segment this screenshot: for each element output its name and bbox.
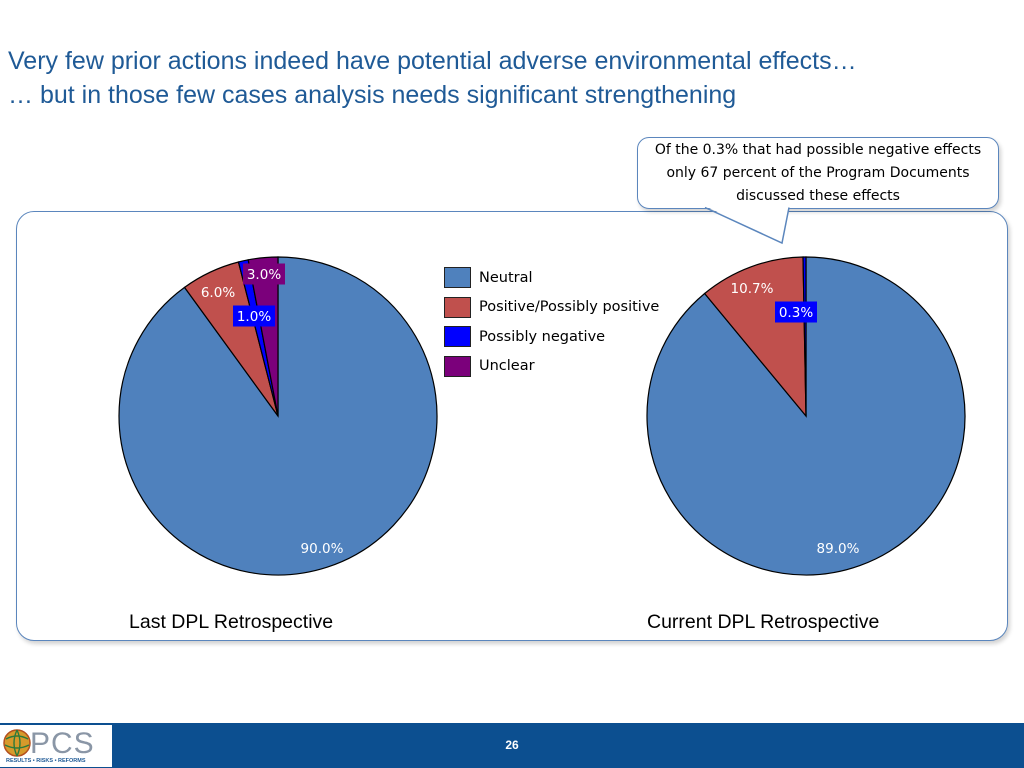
chart-caption-last: Last DPL Retrospective <box>129 611 334 633</box>
pie-data-label: 90.0% <box>301 541 344 557</box>
pie-data-label-text: 6.0% <box>201 285 235 301</box>
title-line-1: Very few prior actions indeed have poten… <box>8 47 857 75</box>
pie-data-label: 3.0% <box>243 263 285 285</box>
legend-swatch-negative <box>444 326 471 348</box>
title-line-2: … but in those few cases analysis needs … <box>8 81 737 109</box>
pie-data-label-text: 10.7% <box>731 281 774 297</box>
legend-label-positive: Positive/Possibly positive <box>479 299 660 316</box>
page-number: 26 <box>505 738 519 752</box>
pie-data-label: 6.0% <box>201 285 235 301</box>
legend-item-neutral: Neutral <box>444 263 659 293</box>
legend-swatch-neutral <box>444 267 471 289</box>
legend-label-unclear: Unclear <box>479 358 535 375</box>
pie-data-label: 0.3% <box>775 301 817 323</box>
pie-data-label-box <box>243 263 285 285</box>
globe-icon <box>3 729 31 757</box>
pie-data-label: 10.7% <box>731 281 774 297</box>
legend-label-negative: Possibly negative <box>479 328 606 345</box>
pie-chart-current-dpl: 89.0% 10.7% 0.3% <box>646 256 966 576</box>
callout-box: Of the 0.3% that had possible negative e… <box>637 137 999 209</box>
pie-data-label-text: 1.0% <box>237 309 271 325</box>
chart-caption-current: Current DPL Retrospective <box>647 611 880 633</box>
pie-data-label-text: 89.0% <box>817 541 860 557</box>
legend-swatch-positive <box>444 296 471 318</box>
pie-slice-unclear <box>247 256 279 417</box>
slide-title: Very few prior actions indeed have poten… <box>8 44 1008 112</box>
pie-chart-last-dpl: 90.0% 6.0%1.0% 3.0% <box>118 256 438 576</box>
chart-legend: Neutral Positive/Possibly positive Possi… <box>444 263 659 381</box>
callout-text: Of the 0.3% that had possible negative e… <box>654 141 982 204</box>
pie-data-label-text: 3.0% <box>247 267 281 283</box>
pie-data-label: 1.0% <box>233 305 275 327</box>
legend-item-negative: Possibly negative <box>444 322 659 352</box>
pie-slice-possibly-negative <box>802 256 807 417</box>
legend-swatch-unclear <box>444 355 471 377</box>
pcs-logo: PCS RESULTS • RISKS • REFORMS <box>0 725 112 767</box>
logo-text: PCS <box>30 727 95 760</box>
legend-label-neutral: Neutral <box>479 269 533 286</box>
pie-data-label: 89.0% <box>817 541 860 557</box>
logo-subtext: RESULTS • RISKS • REFORMS <box>6 758 86 764</box>
pie-data-label-box <box>775 301 817 323</box>
pie-data-label-box <box>233 305 275 327</box>
footer-bar: 26 <box>0 723 1024 768</box>
pie-slice-positive-possibly-positive <box>703 256 807 418</box>
legend-item-positive: Positive/Possibly positive <box>444 293 659 323</box>
legend-item-unclear: Unclear <box>444 352 659 382</box>
pie-data-label-text: 90.0% <box>301 541 344 557</box>
pie-data-label-text: 0.3% <box>779 305 813 321</box>
